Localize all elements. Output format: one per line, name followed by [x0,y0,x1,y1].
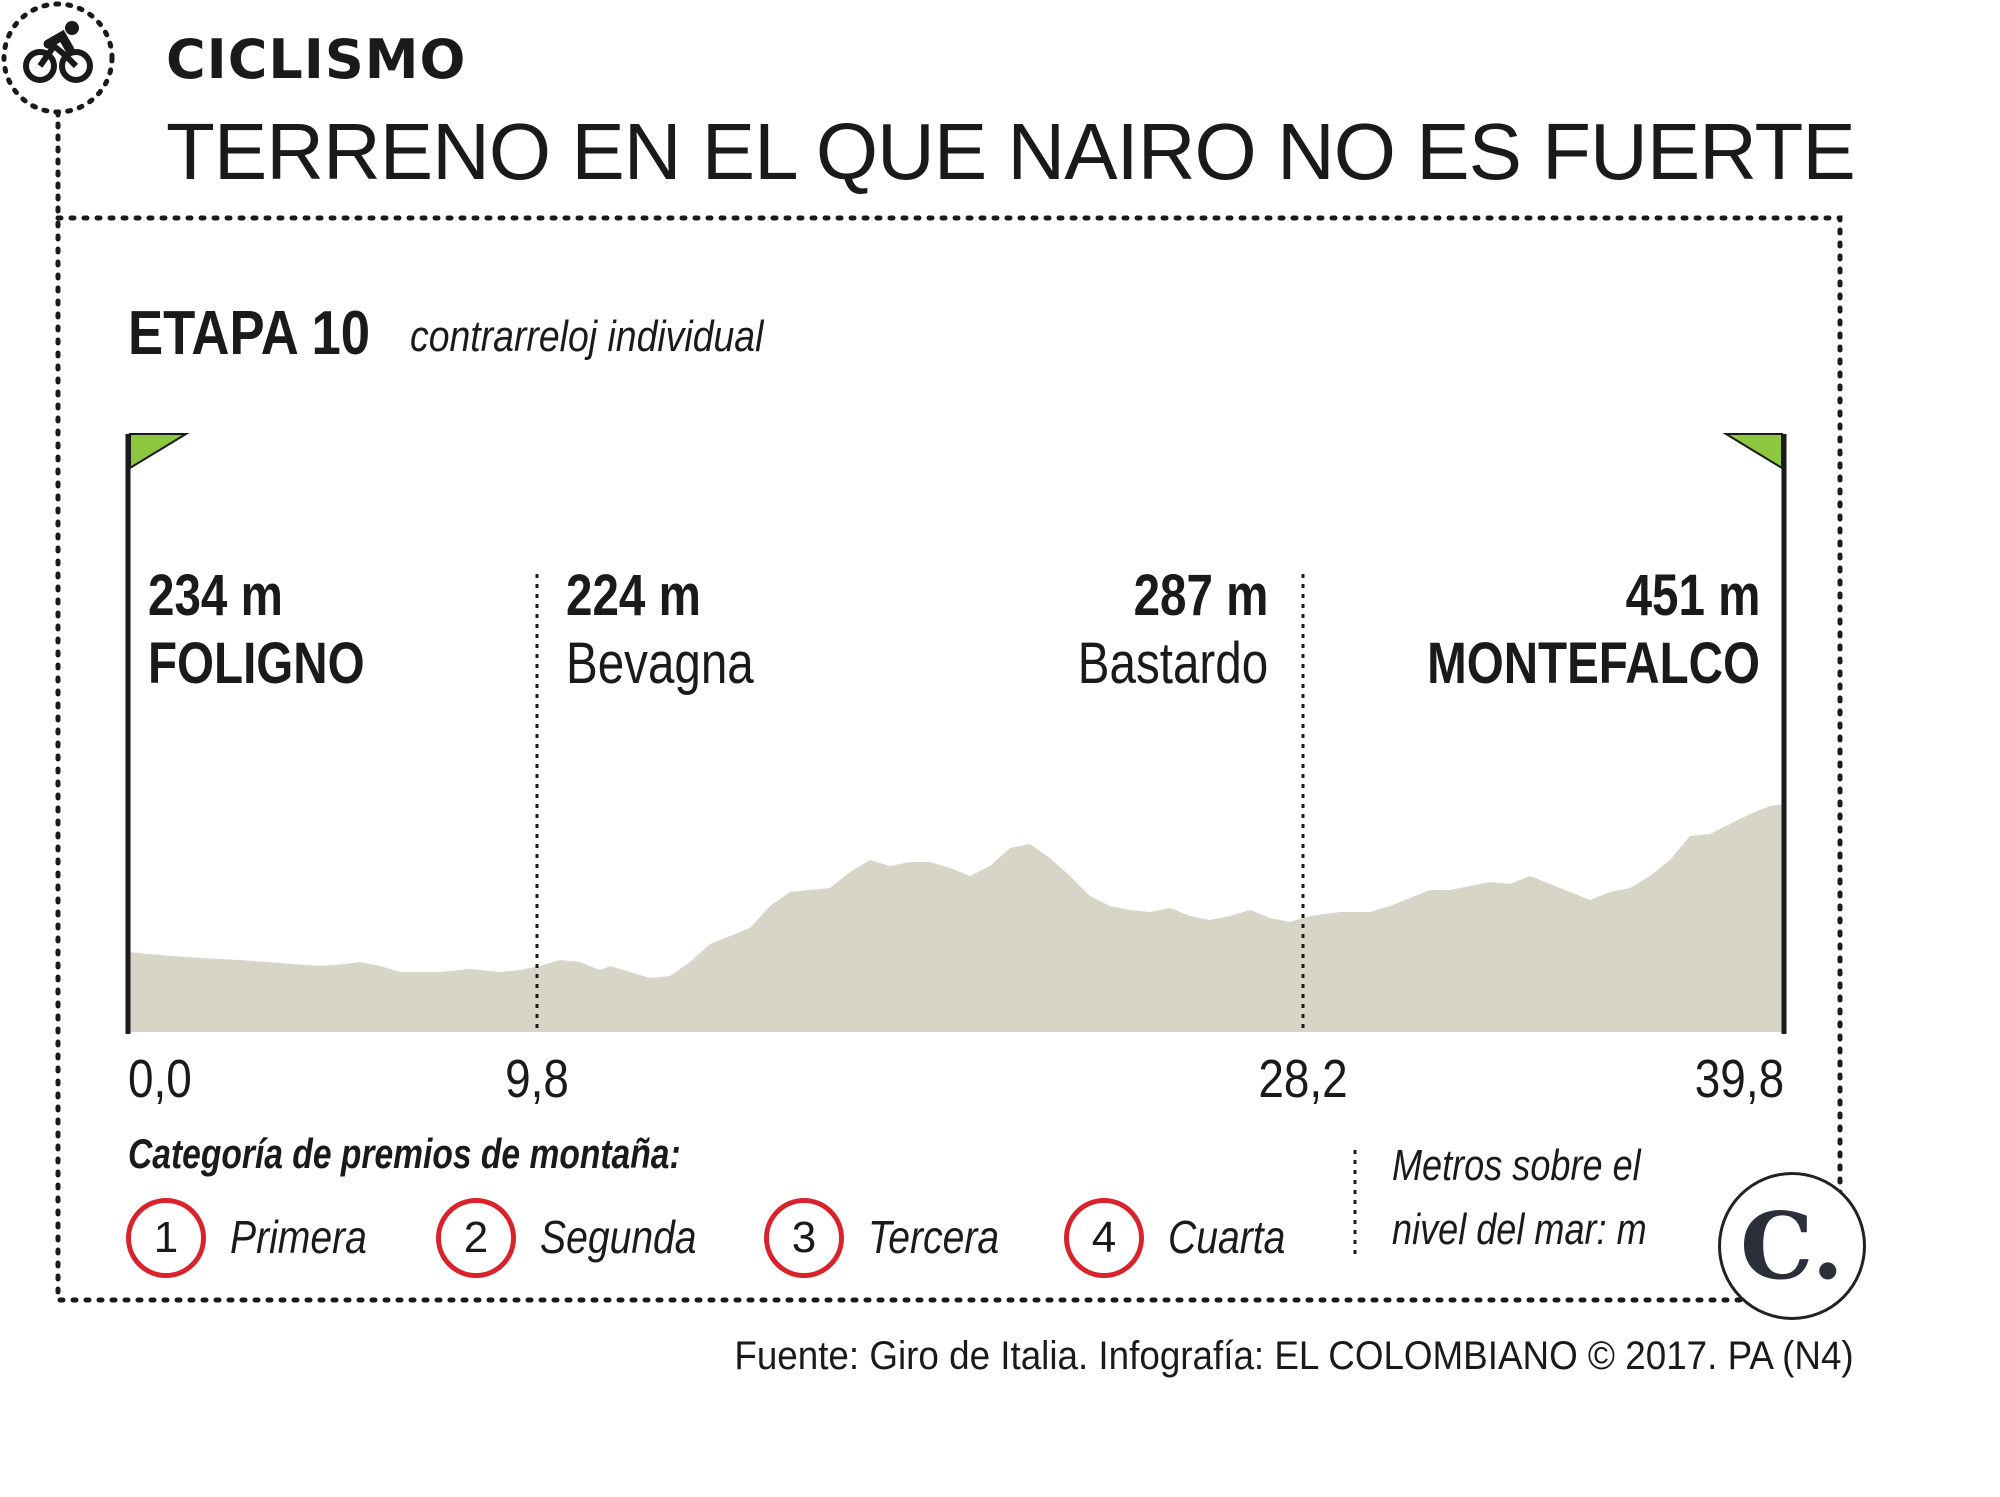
el-colombiano-logo: C. [1718,1172,1866,1320]
terrain-area [128,804,1784,1032]
km-label-start: 0,0 [128,1049,192,1109]
altitude-bastardo: 287 m [1133,563,1268,628]
category-label-4: Cuarta [1168,1211,1286,1263]
note-separator [1353,1150,1357,1260]
cyclist-head [65,21,79,35]
km-label-finish: 39,8 [1694,1049,1784,1109]
category-label-3: Tercera [868,1211,1000,1263]
altitude-bevagna: 224 m [566,563,701,628]
cyclist-icon [23,29,93,83]
finish-flag-icon [1722,433,1783,470]
town-foligno: FOLIGNO [148,631,365,696]
headline: TERRENO EN EL QUE NAIRO NO ES FUERTE [166,107,1856,196]
stage-type: contrarreloj individual [410,312,764,361]
category-label-2: Segunda [540,1211,697,1263]
category-badge-4: 4 [1064,1198,1144,1278]
altitude-montefalco: 451 m [1625,563,1760,628]
main-frame [55,215,1843,1303]
section-label: CICLISMO [166,28,467,91]
town-montefalco: MONTEFALCO [1427,631,1760,696]
altitude-foligno: 234 m [148,563,283,628]
category-badge-3: 3 [764,1198,844,1278]
units-note: Metros sobre el nivel del mar: m [1392,1134,1647,1262]
units-note-line1: Metros sobre el [1392,1141,1641,1190]
category-badge-2: 2 [436,1198,516,1278]
stage-title: ETAPA 10 [128,299,371,368]
town-bastardo: Bastardo [1077,631,1268,696]
category-badge-1: 1 [126,1198,206,1278]
category-label-1: Primera [230,1211,367,1263]
categories-title: Categoría de premios de montaña: [128,1130,681,1177]
town-bevagna: Bevagna [566,631,754,696]
start-flag-icon [129,433,190,470]
source-credit: Fuente: Giro de Italia. Infografía: EL C… [734,1334,1854,1378]
km-label-bastardo: 28,2 [1258,1049,1348,1109]
km-label-bevagna: 9,8 [505,1049,569,1109]
units-note-line2: nivel del mar: m [1392,1205,1647,1254]
